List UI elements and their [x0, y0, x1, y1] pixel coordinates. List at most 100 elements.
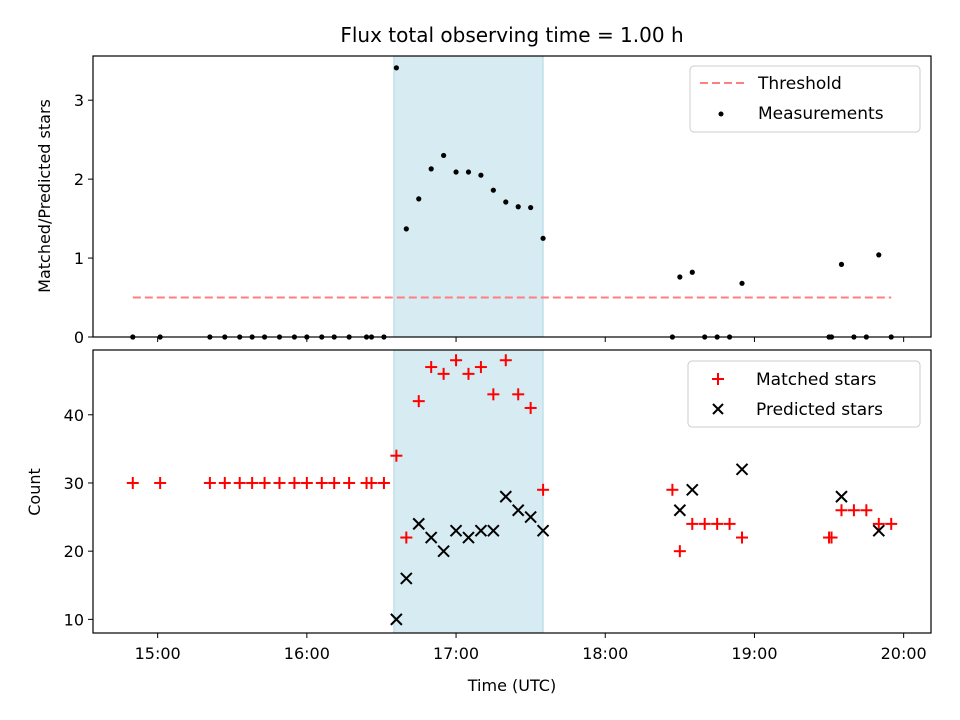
legend-measurements-label: Measurements: [758, 104, 884, 124]
matched-stars-point: [673, 545, 686, 558]
predicted-stars-point: [474, 524, 488, 537]
legend-predicted-label: Predicted stars: [756, 400, 883, 420]
matched-stars-point: [412, 395, 425, 408]
predicted-stars-point: [487, 524, 500, 537]
matched-stars-point: [300, 476, 313, 489]
x-tick-label: 19:00: [731, 644, 777, 663]
matched-stars-point: [233, 476, 246, 489]
matched-stars-point: [835, 504, 848, 517]
measurement-point: [403, 226, 409, 232]
top-plot-marks: [130, 65, 894, 340]
observing-window-shade-bottom: [393, 349, 544, 634]
bottom-y-axis: 10 20 30 40: [64, 406, 93, 629]
top-y-axis-label: Matched/Predicted stars: [35, 99, 54, 293]
x-tick-label: 16:00: [284, 644, 330, 663]
matched-stars-point: [711, 517, 724, 530]
matched-stars-point: [273, 476, 286, 489]
predicted-stars-point: [462, 531, 475, 544]
measurement-point: [503, 199, 509, 205]
measurement-point: [677, 274, 683, 280]
predicted-stars-point: [437, 544, 450, 558]
matched-stars-point: [860, 504, 873, 517]
measurement-point: [876, 252, 882, 258]
legend-predicted-swatch: [712, 403, 724, 415]
matched-stars-point: [343, 476, 356, 489]
matched-stars-point: [885, 517, 898, 530]
top-plot-frame: [92, 55, 932, 338]
predicted-stars-point: [524, 510, 537, 524]
predicted-stars-point: [835, 490, 848, 503]
x-tick-label: 20:00: [881, 644, 927, 663]
top-y-axis: 0 1 2 3: [74, 91, 93, 347]
measurement-point: [515, 204, 521, 210]
matched-stars-point: [847, 504, 860, 517]
x-tick-label: 15:00: [135, 644, 181, 663]
matched-stars-point: [315, 476, 328, 489]
x-tick-label: 18:00: [582, 644, 628, 663]
measurement-point: [838, 261, 845, 267]
bottom-legend-box: [687, 360, 921, 428]
top-chart-title: Flux total observing time = 1.00 h: [340, 23, 683, 47]
predicted-stars-point: [673, 504, 687, 517]
predicted-stars-point: [536, 524, 550, 537]
matched-stars-point: [825, 531, 838, 544]
predicted-stars-point: [686, 483, 699, 497]
y-tick-label: 20: [64, 542, 84, 561]
matched-stars-point: [377, 476, 390, 489]
measurement-point: [416, 196, 422, 202]
y-tick-label: 1: [74, 249, 84, 268]
x-tick-label: 17:00: [433, 644, 479, 663]
top-legend-box: [689, 65, 921, 133]
matched-stars-point: [686, 517, 699, 530]
bottom-y-axis-label: Count: [25, 468, 44, 516]
y-tick-label: 10: [64, 610, 84, 629]
matched-stars-point: [499, 354, 512, 367]
y-tick-label: 3: [74, 91, 84, 110]
matched-stars-point: [462, 367, 475, 380]
measurement-point: [441, 152, 447, 159]
predicted-stars-point: [735, 463, 749, 476]
matched-stars-point: [218, 476, 231, 489]
predicted-stars-point: [400, 572, 413, 585]
measurement-point: [540, 235, 546, 241]
matched-stars-point: [666, 483, 679, 496]
bottom-plot-frame: [92, 349, 932, 634]
matched-stars-point: [474, 361, 487, 374]
matched-stars-point: [365, 476, 378, 489]
matched-stars-point: [723, 517, 736, 530]
predicted-stars-point: [512, 504, 525, 517]
predicted-stars-point: [412, 517, 425, 531]
y-tick-label: 40: [64, 406, 84, 425]
matched-stars-point: [425, 361, 438, 374]
matched-stars-point: [258, 476, 271, 489]
matched-stars-point: [487, 388, 500, 401]
measurement-point: [453, 169, 459, 175]
measurement-point: [490, 187, 496, 193]
legend-matched-label: Matched stars: [756, 370, 876, 390]
measurement-point: [428, 166, 434, 172]
measurement-point: [739, 280, 745, 286]
matched-stars-point: [400, 531, 413, 544]
bottom-x-axis-label: Time (UTC): [467, 676, 556, 695]
measurement-point: [393, 65, 399, 71]
measurement-point: [465, 169, 472, 175]
matched-stars-point: [154, 476, 167, 489]
matched-stars-point: [246, 476, 259, 489]
matched-stars-point: [524, 401, 537, 414]
measurement-point: [478, 172, 484, 178]
top-legend: Threshold Measurements: [689, 65, 921, 133]
bottom-x-axis: 15:00 16:00 17:00 18:00 19:00 20:00: [135, 633, 927, 663]
bottom-legend: Matched stars Predicted stars: [687, 360, 921, 428]
matched-stars-point: [126, 476, 139, 489]
y-tick-label: 0: [74, 328, 84, 347]
matched-stars-point: [736, 531, 749, 544]
matched-stars-point: [872, 517, 885, 530]
bottom-plot-marks: [126, 354, 898, 626]
matched-stars-point: [390, 449, 403, 462]
matched-stars-point: [288, 476, 301, 489]
y-tick-label: 2: [74, 170, 84, 189]
predicted-stars-point: [499, 490, 512, 503]
